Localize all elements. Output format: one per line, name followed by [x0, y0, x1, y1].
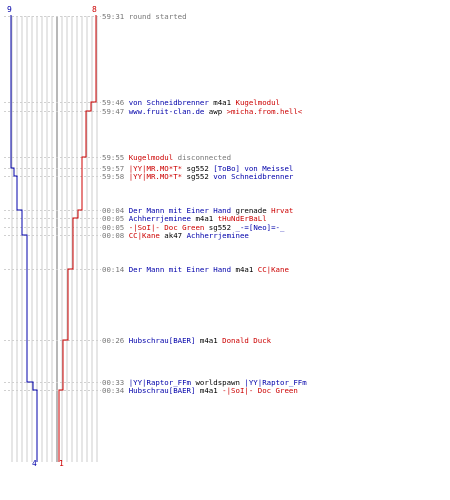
- event-text-part: sg552: [182, 164, 214, 173]
- event-text-part: CC|Kane: [128, 231, 160, 240]
- event-text-part: awp: [204, 107, 227, 116]
- event-text-part: Kugelmodul: [235, 98, 281, 107]
- event-log-line: 00:33 |YY|Raptor_FFm worldspawn |YY|Rapt…: [102, 378, 307, 387]
- event-text-part: Der Mann mit Einer Hand: [128, 206, 232, 215]
- blue-team-start-score: 9: [7, 5, 12, 14]
- event-log-line: 59:58 |YY|MR.MO*T* sg552 von Schneidbren…: [102, 172, 293, 181]
- event-text-part: disconnected: [173, 153, 232, 162]
- event-log-line: 00:26 Hubschrau[BAER] m4a1 Donald Duck: [102, 336, 271, 345]
- player-grid-lines: [11, 16, 98, 462]
- blue-team-line: [10, 15, 38, 462]
- event-text-part: Der Mann mit Einer Hand: [128, 265, 232, 274]
- event-text-part: tHuNdErBaLl: [217, 214, 267, 223]
- event-timestamp: 59:58: [102, 172, 125, 181]
- event-timestamp: 59:57: [102, 164, 125, 173]
- event-log-line: 00:14 Der Mann mit Einer Hand m4a1 CC|Ka…: [102, 265, 289, 274]
- event-text-part: -|SoI|- Doc Green: [128, 223, 205, 232]
- event-log-line: 59:57 |YY|MR.MO*T* sg552 [ToBo] von Meis…: [102, 164, 293, 173]
- event-timestamp: 59:46: [102, 98, 125, 107]
- event-timestamp: 00:33: [102, 378, 125, 387]
- event-log-line: 59:31 round started: [102, 12, 187, 21]
- event-timestamp: 00:05: [102, 223, 125, 232]
- event-text-part: Kugelmodul: [128, 153, 174, 162]
- event-log-line: 00:34 Hubschrau[BAER] m4a1 -|SoI|- Doc G…: [102, 386, 298, 395]
- event-text-part: CC|Kane: [257, 265, 289, 274]
- event-log-line: 00:04 Der Mann mit Einer Hand grenade Hr…: [102, 206, 293, 215]
- event-text-part: sg552: [204, 223, 236, 232]
- red-team-line: [58, 15, 97, 462]
- event-timestamp: 00:26: [102, 336, 125, 345]
- event-text-part: sg552: [182, 172, 214, 181]
- event-timestamp: 00:05: [102, 214, 125, 223]
- event-text-part: von Schneidbrenner: [128, 98, 209, 107]
- event-text-part: _-=[Neo]=-_: [235, 223, 285, 232]
- event-timestamp: 59:31: [102, 12, 125, 21]
- event-text-part: grenade: [231, 206, 272, 215]
- blue-team-end-score: 4: [32, 459, 37, 468]
- event-timestamp: 00:04: [102, 206, 125, 215]
- event-text-part: |YY|MR.MO*T*: [128, 172, 183, 181]
- event-text-part: Achherrjeminee: [186, 231, 249, 240]
- event-timestamp: 59:55: [102, 153, 125, 162]
- event-log-line: 59:47 www.fruit-clan.de awp >micha.from.…: [102, 107, 302, 116]
- event-timestamp: 00:08: [102, 231, 125, 240]
- event-text-part: von Schneidbrenner: [213, 172, 294, 181]
- red-team-end-score: 1: [59, 459, 64, 468]
- event-text-part: m4a1: [231, 265, 258, 274]
- event-text-part: Achherrjeminee: [128, 214, 191, 223]
- red-team-start-score: 8: [92, 5, 97, 14]
- event-text-part: m4a1: [195, 386, 223, 395]
- event-text-part: Hubschrau[BAER]: [128, 386, 196, 395]
- event-text-part: [ToBo] von Meissel: [213, 164, 294, 173]
- event-text-part: Hrvat: [271, 206, 294, 215]
- event-text-part: round started: [128, 12, 187, 21]
- event-timestamp: 00:34: [102, 386, 125, 395]
- event-log-line: 59:46 von Schneidbrenner m4a1 Kugelmodul: [102, 98, 280, 107]
- event-text-part: |YY|Raptor_FFm: [244, 378, 307, 387]
- event-timestamp: 59:47: [102, 107, 125, 116]
- event-text-part: |YY|MR.MO*T*: [128, 164, 183, 173]
- event-text-part: worldspawn: [191, 378, 245, 387]
- event-text-part: ak47: [159, 231, 187, 240]
- event-text-part: -|SoI|- Doc Green: [222, 386, 298, 395]
- event-text-part: |YY|Raptor_FFm: [128, 378, 191, 387]
- event-text-part: www.fruit-clan.de: [128, 107, 205, 116]
- event-log-line: 00:05 Achherrjeminee m4a1 tHuNdErBaLl: [102, 214, 267, 223]
- event-text-part: Donald Duck: [222, 336, 272, 345]
- event-timestamp: 00:14: [102, 265, 125, 274]
- event-text-part: >micha.from.hell<: [226, 107, 303, 116]
- event-text-part: m4a1: [208, 98, 236, 107]
- event-log-line: 59:55 Kugelmodul disconnected: [102, 153, 231, 162]
- event-log-line: 00:08 CC|Kane ak47 Achherrjeminee: [102, 231, 249, 240]
- event-text-part: m4a1: [195, 336, 223, 345]
- event-log-line: 00:05 -|SoI|- Doc Green sg552 _-=[Neo]=-…: [102, 223, 284, 232]
- event-text-part: m4a1: [191, 214, 218, 223]
- event-text-part: Hubschrau[BAER]: [128, 336, 196, 345]
